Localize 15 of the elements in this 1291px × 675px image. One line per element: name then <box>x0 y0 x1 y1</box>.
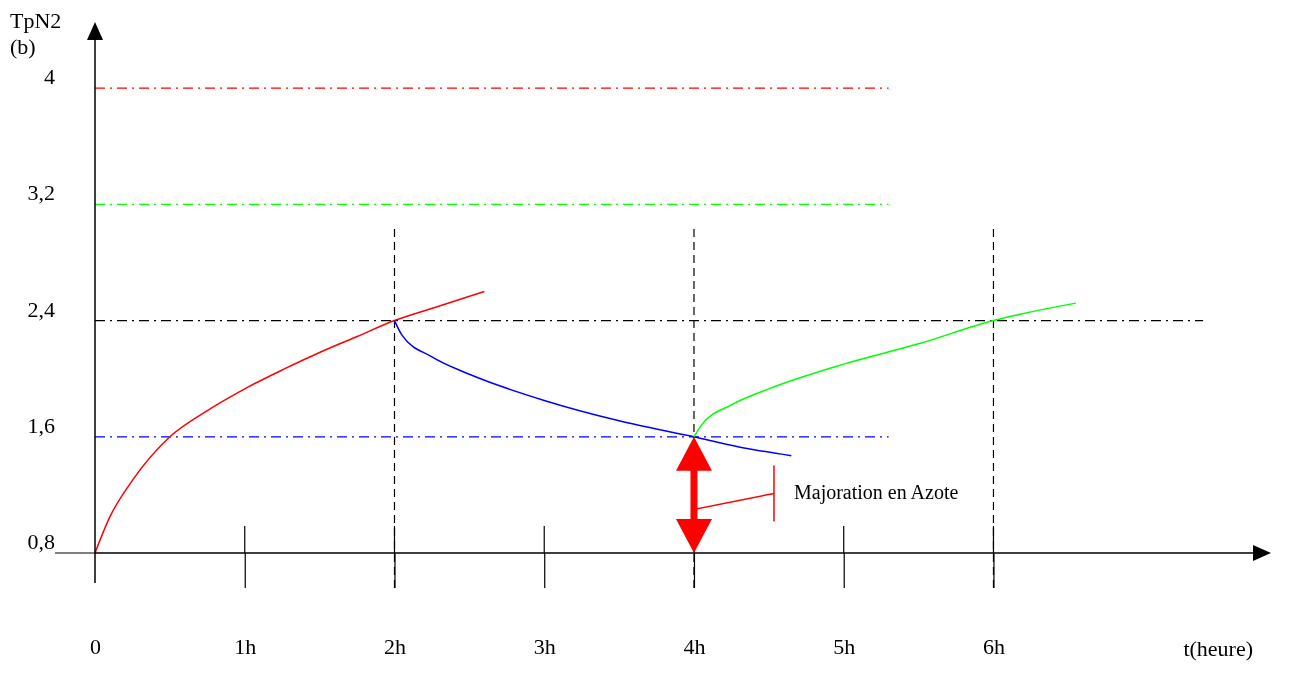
x-tick-label: 2h <box>383 633 406 659</box>
x-axis-title: t(heure) <box>1183 636 1253 661</box>
y-tick-label: 0,8 <box>27 529 55 554</box>
x-tick-label: 5h <box>833 633 856 659</box>
x-tick-label: 6h <box>982 633 1005 659</box>
x-tick-label: 4h <box>683 633 706 659</box>
y-axis-title: TpN2 (b) <box>10 8 62 59</box>
y-tick-label: 2,4 <box>27 296 55 322</box>
x-tick-label: 0 <box>90 633 101 659</box>
annotation: Majoration en Azote <box>793 481 959 505</box>
y-tick-label: 1,6 <box>27 412 55 438</box>
x-tick-label: 3h <box>533 633 556 659</box>
y-tick-label: 3,2 <box>27 180 55 206</box>
y-tick-label: 4 <box>44 64 55 90</box>
x-tick-label: 1h <box>234 633 257 659</box>
